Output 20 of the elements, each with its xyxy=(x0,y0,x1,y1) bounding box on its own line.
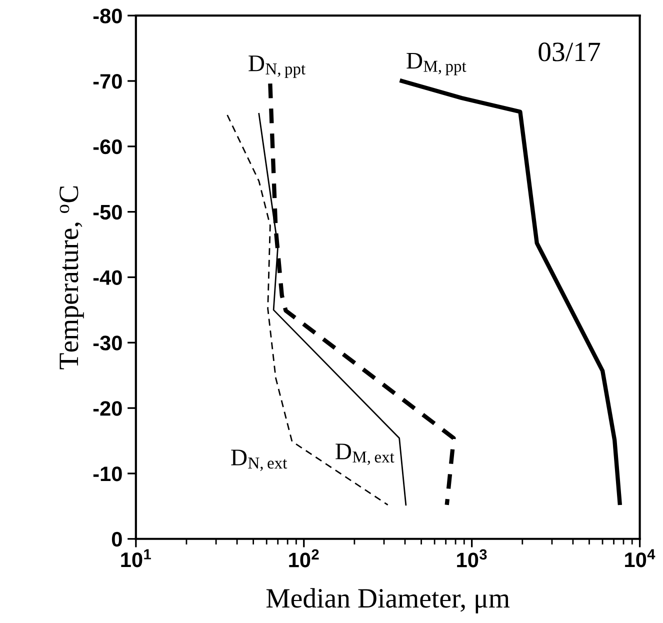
series-label: D$_{N,ppt}$ xyxy=(248,56,306,78)
y-tick-label: -50 xyxy=(93,204,122,220)
y-tick-label: -80 xyxy=(93,8,122,24)
annotation: 03/17 xyxy=(538,42,600,62)
y-tick-label: -20 xyxy=(93,401,122,416)
y-tick-label: -30 xyxy=(93,336,122,350)
series-label: D$_{M,ppt}$ xyxy=(406,53,466,76)
y-tick-label: -40 xyxy=(93,270,122,285)
x-tick-label: 10$^{3}$ xyxy=(457,549,487,568)
x-tick-label: 10$^{2}$ xyxy=(289,549,319,568)
series-label: D$_{N,ext}$ xyxy=(231,450,288,472)
y-tick-label: -60 xyxy=(93,139,122,154)
y-tick-label: -10 xyxy=(93,466,122,482)
series-label: D$_{M,ext}$ xyxy=(336,444,394,465)
y-axis-title: Temperature, $^{o}$C xyxy=(60,186,84,370)
y-tick-label: -70 xyxy=(93,74,122,89)
y-tick-label: 0 xyxy=(112,532,122,547)
x-tick-label: 10$^{4}$ xyxy=(625,549,656,568)
x-tick-label: 10$^{1}$ xyxy=(121,549,151,568)
x-axis-title: Median Diameter, μm xyxy=(266,588,510,614)
